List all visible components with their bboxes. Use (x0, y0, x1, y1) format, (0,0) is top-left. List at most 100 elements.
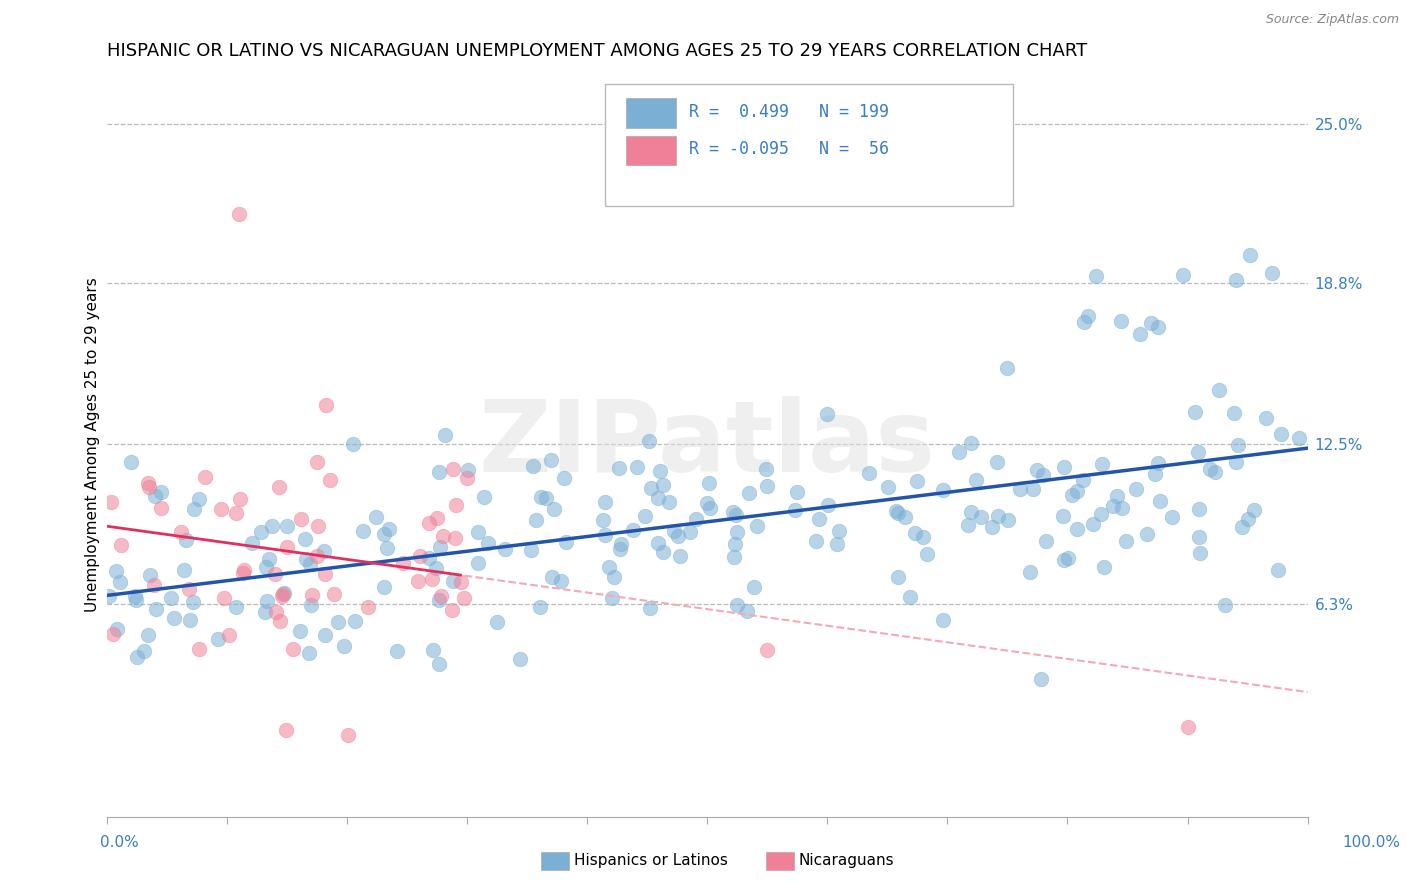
Point (232, 566, 254, 580)
Point (253, 605, 276, 619)
Point (256, 594, 278, 608)
Point (666, 528, 689, 542)
Text: R = -0.095   N =  56: R = -0.095 N = 56 (689, 140, 890, 158)
Point (1149, 494, 1171, 508)
Point (257, 552, 280, 566)
Point (1204, 465, 1226, 479)
Point (1208, 383, 1230, 397)
Point (509, 652, 531, 666)
Point (1187, 445, 1209, 459)
Point (440, 603, 463, 617)
Bar (626, 98, 676, 128)
Point (427, 593, 450, 607)
Point (225, 599, 247, 614)
Point (187, 642, 209, 657)
Point (1057, 550, 1080, 565)
Point (887, 570, 910, 584)
Point (378, 522, 401, 536)
Point (1161, 510, 1184, 524)
Point (997, 512, 1019, 526)
Point (387, 644, 409, 658)
Point (1143, 467, 1166, 481)
Point (187, 491, 209, 506)
Point (104, 564, 127, 578)
Point (1140, 316, 1163, 330)
Text: Hispanics or Latinos: Hispanics or Latinos (574, 854, 727, 868)
Point (228, 206, 250, 220)
Point (110, 538, 132, 552)
Point (101, 627, 124, 641)
Point (1115, 533, 1137, 548)
Point (1213, 598, 1236, 612)
Point (607, 461, 630, 475)
Point (970, 510, 993, 524)
Point (1199, 462, 1222, 476)
Point (609, 537, 631, 551)
Point (817, 498, 839, 512)
Point (609, 542, 631, 557)
Text: 0.0%: 0.0% (100, 836, 139, 850)
Point (373, 580, 395, 594)
Point (453, 591, 475, 605)
Point (540, 453, 562, 467)
Point (650, 464, 672, 478)
Point (623, 523, 645, 537)
Text: ZIPatlas: ZIPatlas (479, 396, 936, 493)
Point (592, 513, 614, 527)
Point (467, 524, 489, 539)
Point (295, 552, 318, 566)
Point (1031, 672, 1053, 686)
Point (679, 525, 702, 540)
Point (1035, 534, 1057, 549)
Point (97, 589, 120, 603)
Point (652, 545, 675, 559)
Point (138, 480, 160, 494)
Point (1066, 483, 1088, 498)
Point (1243, 503, 1265, 517)
Point (467, 556, 489, 570)
Point (207, 632, 229, 647)
Point (1111, 501, 1133, 516)
Point (269, 614, 291, 628)
Point (536, 491, 558, 505)
Point (1225, 273, 1247, 287)
Point (1260, 266, 1282, 280)
Point (273, 586, 295, 600)
Point (986, 455, 1008, 469)
Point (1092, 560, 1115, 574)
Point (1060, 488, 1083, 502)
Point (254, 560, 277, 574)
Point (427, 466, 450, 480)
Point (391, 556, 413, 570)
Point (555, 535, 578, 549)
Point (315, 398, 337, 412)
Point (218, 628, 240, 642)
Point (323, 587, 346, 601)
Point (1090, 508, 1112, 522)
Point (756, 479, 779, 493)
Point (626, 459, 648, 474)
Point (652, 478, 675, 492)
Point (177, 582, 200, 597)
Point (494, 542, 516, 557)
Point (194, 470, 217, 484)
Point (1109, 314, 1132, 328)
Point (1236, 512, 1258, 526)
Point (804, 533, 827, 548)
Point (1128, 327, 1150, 342)
Point (120, 455, 142, 469)
Point (887, 506, 910, 520)
Point (647, 536, 669, 550)
Point (250, 525, 273, 540)
Point (724, 508, 747, 523)
Point (299, 598, 322, 612)
Point (485, 615, 508, 630)
Point (149, 485, 172, 500)
Point (260, 519, 283, 533)
Point (375, 541, 398, 555)
Point (858, 466, 880, 480)
Point (290, 512, 312, 526)
Point (441, 461, 464, 475)
Point (149, 500, 172, 515)
Point (1147, 457, 1170, 471)
